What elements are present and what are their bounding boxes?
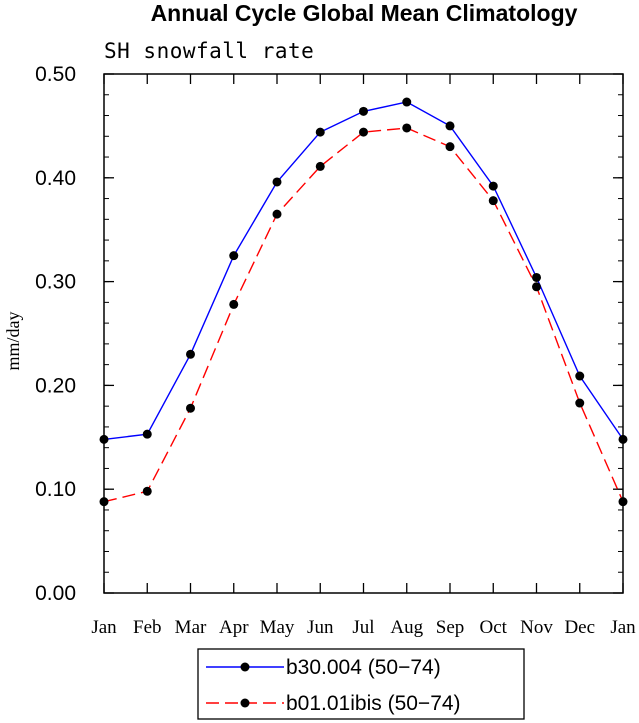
data-point (142, 429, 152, 439)
series-2 (99, 123, 628, 507)
y-tick-label: 0.20 (35, 374, 76, 397)
data-point (575, 371, 585, 381)
x-tick-label: Jul (352, 617, 374, 638)
data-point (272, 209, 282, 219)
data-point (488, 196, 498, 206)
y-tick-label: 0.40 (35, 167, 76, 190)
legend-entry: b01.01ibis (50−74) (206, 692, 461, 715)
y-tick-label: 0.50 (35, 63, 76, 86)
legend-entry: b30.004 (50−74) (206, 656, 441, 679)
x-tick-label: Nov (520, 617, 553, 638)
x-tick-label: Jan (91, 617, 117, 638)
data-point (315, 127, 325, 137)
legend-marker (240, 662, 250, 672)
data-point (99, 434, 109, 444)
series-layer (99, 97, 628, 507)
x-tick-label: Mar (175, 617, 207, 638)
x-tick-label: Apr (219, 617, 249, 638)
y-axis-label: mm/day (3, 312, 23, 371)
legend: b30.004 (50−74) b01.01ibis (50−74) (197, 648, 525, 720)
y-tick-label: 0.10 (35, 478, 76, 501)
plot-frame (103, 73, 624, 594)
data-point (99, 497, 109, 507)
data-point (445, 121, 455, 131)
series-1 (99, 97, 628, 444)
data-point (186, 349, 195, 359)
series-line (103, 127, 624, 503)
x-tick-label: May (260, 617, 295, 638)
x-tick-label: Dec (564, 617, 595, 638)
data-point (272, 177, 282, 187)
data-point (142, 486, 152, 496)
data-point (315, 161, 325, 171)
data-point (532, 282, 541, 292)
chart-subtitle: SH snowfall rate (104, 39, 314, 63)
x-tick-label: Feb (133, 617, 162, 638)
x-tick-label: Sep (436, 617, 465, 638)
legend-label: b01.01ibis (50−74) (286, 692, 461, 715)
data-point (402, 97, 412, 107)
data-point (488, 181, 498, 191)
x-tick-label: Jun (307, 617, 334, 638)
legend-box (197, 648, 525, 720)
series-line (103, 101, 624, 441)
data-point (402, 123, 412, 133)
data-point (359, 106, 368, 116)
x-tick-label: Oct (480, 617, 508, 638)
x-tick-label: Jan (610, 617, 636, 638)
legend-marker (240, 698, 250, 708)
x-tick-label: Aug (390, 617, 423, 638)
chart-title: Annual Cycle Global Mean Climatology (151, 0, 578, 26)
y-tick-label: 0.00 (35, 582, 76, 605)
y-tick-label: 0.30 (35, 271, 76, 294)
data-point (618, 434, 628, 444)
legend-label: b30.004 (50−74) (286, 656, 441, 679)
data-point (186, 403, 195, 413)
axis-ticks: 0.00 0.10 0.20 0.30 0.40 0.50 Jan Feb Mar Apr May J… (35, 63, 636, 638)
data-point (359, 127, 368, 137)
data-point (445, 142, 455, 152)
data-point (575, 398, 585, 408)
data-point (229, 299, 239, 309)
data-point (618, 497, 628, 507)
data-point (229, 251, 239, 261)
data-point (532, 272, 541, 282)
